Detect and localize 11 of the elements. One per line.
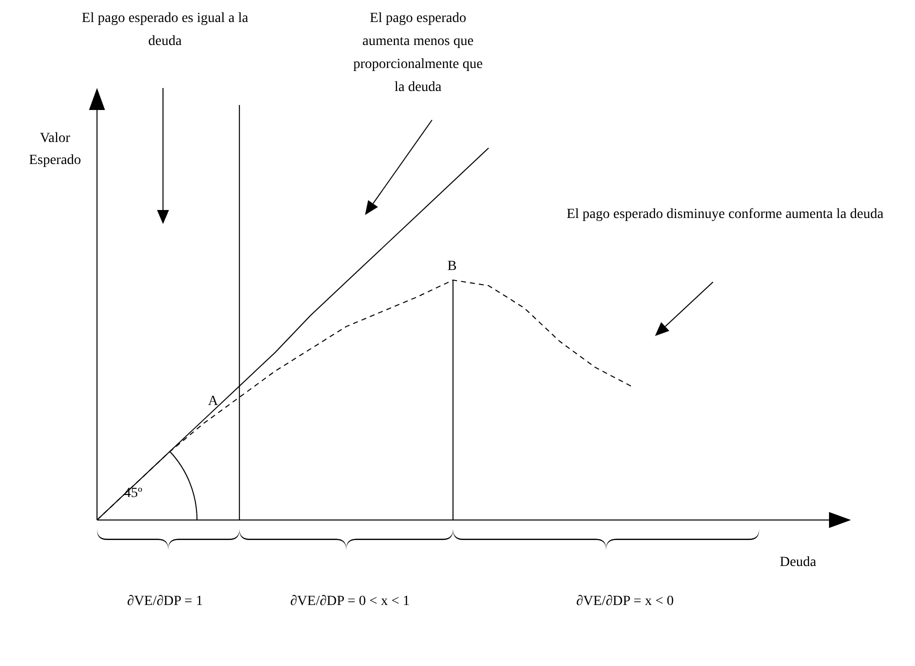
text: ∂VE/∂DP = 0 < x < 1 <box>290 594 410 609</box>
annotation: B <box>447 259 457 274</box>
text: El pago esperado aumenta menos que proporcionalmente que la deuda <box>353 11 483 95</box>
text: ∂VE/∂DP = 1 <box>127 594 203 609</box>
text: El pago esperado es igual a la deuda <box>82 11 249 49</box>
annotation: El pago esperado disminuye conforme aumenta la deuda <box>566 207 884 222</box>
x-axis-title: Deuda <box>780 555 818 570</box>
y-axis-title: Valor Esperado <box>28 131 82 168</box>
text: ∂VE/∂DP = x < 0 <box>576 594 674 609</box>
annotation: A <box>208 394 219 409</box>
annotation: 45º <box>124 486 143 501</box>
